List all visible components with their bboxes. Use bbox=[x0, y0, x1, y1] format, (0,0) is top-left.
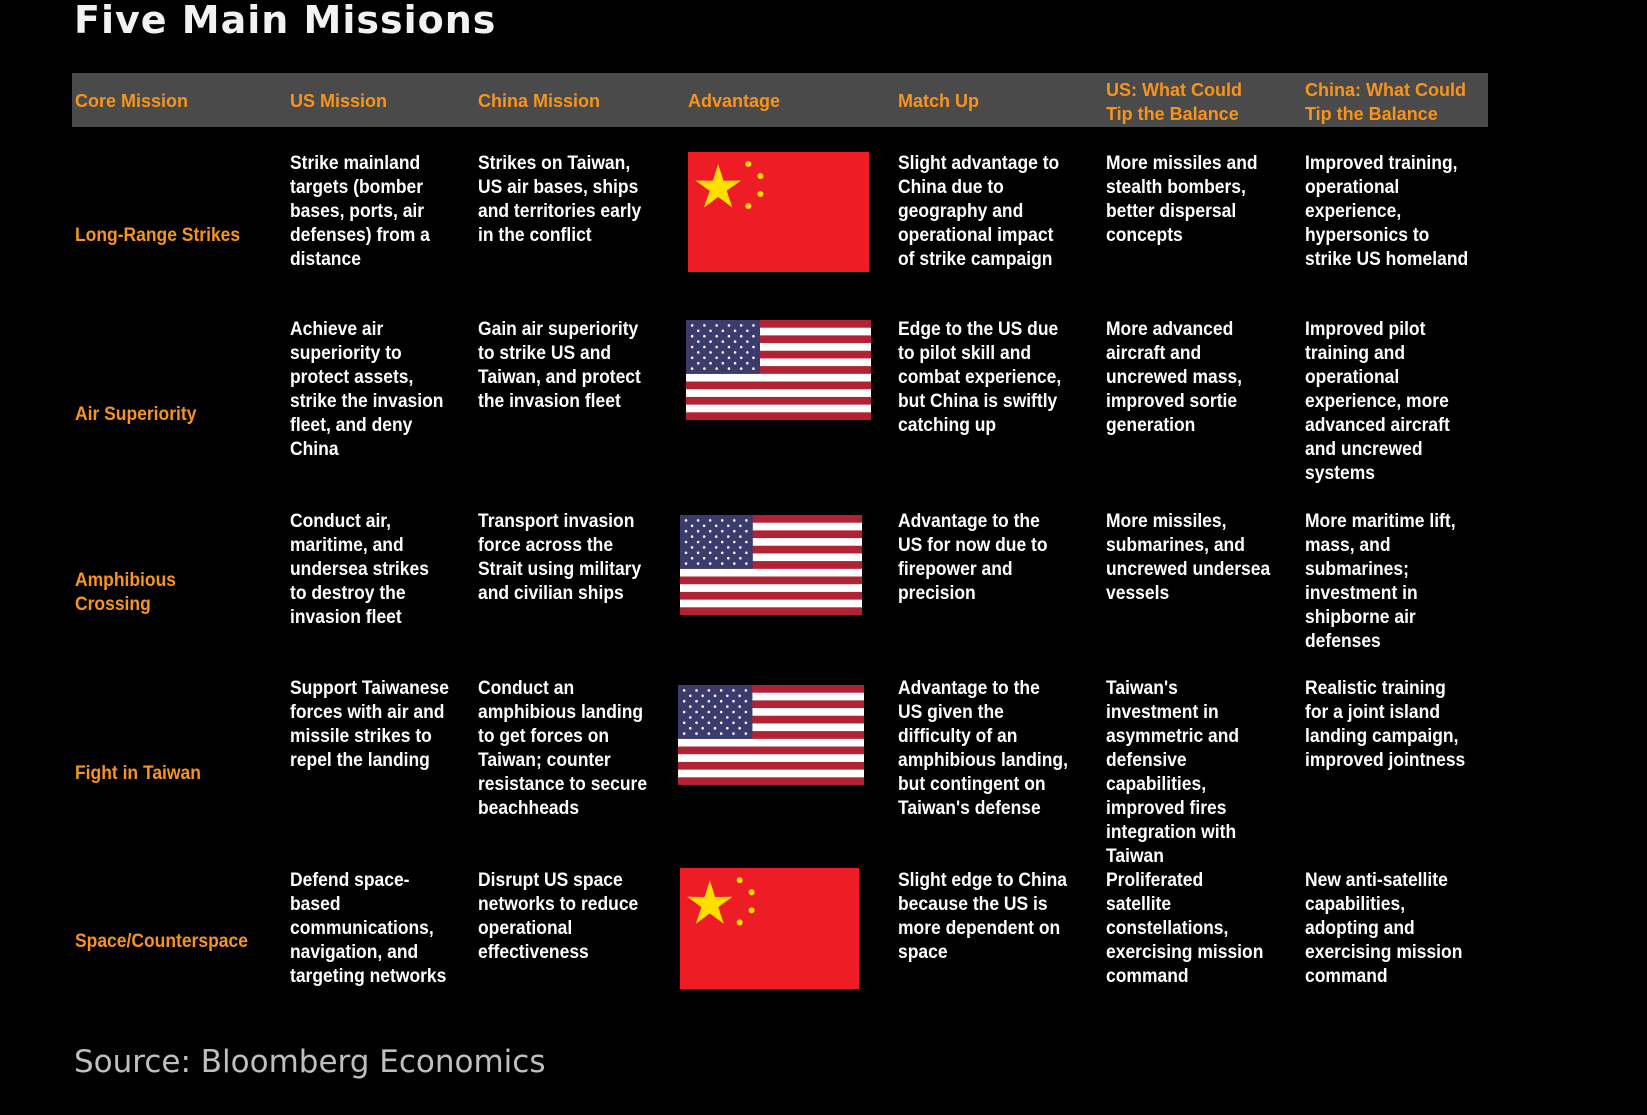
row-us-mission: Conduct air, maritime, and undersea stri… bbox=[290, 511, 429, 628]
column-header-match-up: Match Up bbox=[898, 91, 979, 111]
row-core-mission: Fight in Taiwan bbox=[75, 763, 201, 784]
us-flag-icon bbox=[680, 515, 862, 615]
row-china-mission: Disrupt US space networks to reduce oper… bbox=[478, 870, 639, 963]
row-core-mission: Long-Range Strikes bbox=[75, 225, 241, 246]
source-note: Source: Bloomberg Economics bbox=[74, 1044, 546, 1080]
column-header-china-tip: China: What Could Tip the Balance bbox=[1305, 80, 1466, 124]
row-china-tip: Realistic training for a joint island la… bbox=[1305, 678, 1466, 771]
row-china-mission: Conduct an amphibious landing to get for… bbox=[478, 678, 648, 819]
row-match-up: Edge to the US due to pilot skill and co… bbox=[898, 319, 1062, 436]
row-china-mission: Strikes on Taiwan, US air bases, ships a… bbox=[478, 153, 642, 246]
row-us-tip: Taiwan's investment in asymmetric and de… bbox=[1106, 678, 1240, 867]
page-title: Five Main Missions bbox=[74, 0, 497, 42]
us-flag-icon bbox=[678, 685, 864, 785]
row-us-tip: More missiles, submarines, and uncrewed … bbox=[1106, 511, 1271, 604]
row-us-mission: Strike mainland targets (bomber bases, p… bbox=[290, 153, 430, 270]
row-china-tip: Improved training, operational experienc… bbox=[1305, 153, 1469, 270]
column-header-us-mission: US Mission bbox=[290, 91, 388, 111]
row-core-mission: Air Superiority bbox=[75, 404, 197, 425]
table-header-bar bbox=[72, 73, 1488, 127]
column-header-china-mission: China Mission bbox=[478, 91, 601, 111]
row-us-mission: Achieve air superiority to protect asset… bbox=[290, 319, 444, 460]
column-header-advantage: Advantage bbox=[688, 91, 781, 111]
row-match-up: Slight advantage to China due to geograp… bbox=[898, 153, 1060, 270]
row-match-up: Slight edge to China because the US is m… bbox=[898, 870, 1067, 963]
row-match-up: Advantage to the US given the difficulty… bbox=[898, 678, 1068, 819]
row-china-mission: Gain air superiority to strike US and Ta… bbox=[478, 319, 641, 412]
row-us-tip: More missiles and stealth bombers, bette… bbox=[1106, 153, 1258, 246]
row-china-tip: Improved pilot training and operational … bbox=[1305, 319, 1450, 484]
row-china-mission: Transport invasion force across the Stra… bbox=[478, 511, 642, 604]
us-flag-icon bbox=[686, 320, 871, 420]
column-header-us-tip: US: What Could Tip the Balance bbox=[1106, 80, 1242, 124]
row-match-up: Advantage to the US for now due to firep… bbox=[898, 511, 1048, 604]
row-us-tip: Proliferated satellite constellations, e… bbox=[1106, 870, 1264, 987]
row-us-mission: Defend space-based communications, navig… bbox=[290, 870, 447, 987]
row-core-mission: Amphibious Crossing bbox=[75, 570, 176, 615]
column-header-core-mission: Core Mission bbox=[75, 91, 189, 111]
row-us-tip: More advanced aircraft and uncrewed mass… bbox=[1106, 319, 1243, 436]
china-flag-icon bbox=[680, 868, 859, 989]
row-core-mission: Space/Counterspace bbox=[75, 931, 248, 952]
china-flag-icon bbox=[688, 152, 869, 272]
row-us-mission: Support Taiwanese forces with air and mi… bbox=[290, 678, 449, 771]
row-china-tip: More maritime lift, mass, and submarines… bbox=[1305, 511, 1456, 652]
row-china-tip: New anti-satellite capabilities, adoptin… bbox=[1305, 870, 1463, 987]
